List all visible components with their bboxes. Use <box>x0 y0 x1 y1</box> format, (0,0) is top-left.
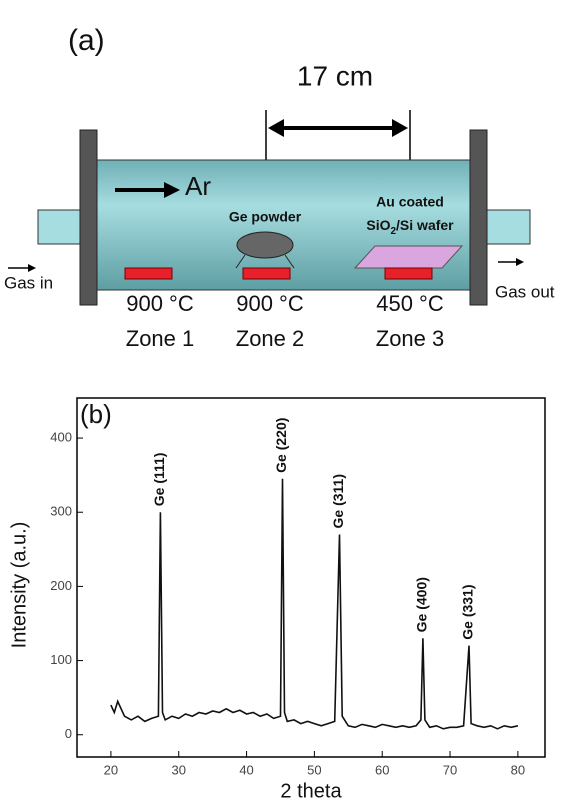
zone-name: Zone 3 <box>376 326 445 351</box>
y-tick-label: 100 <box>50 652 72 667</box>
peak-label: Ge (311) <box>330 474 346 528</box>
zone-name: Zone 1 <box>126 326 195 351</box>
x-tick-label: 60 <box>375 762 389 777</box>
substrate-label: Au coated <box>376 194 444 210</box>
zone-name: Zone 2 <box>236 326 305 351</box>
y-tick-label: 400 <box>50 429 72 444</box>
x-axis-label: 2 theta <box>280 780 342 802</box>
y-tick-label: 0 <box>65 726 72 741</box>
flange <box>79 129 98 306</box>
peak-label: Ge (331) <box>460 584 476 639</box>
x-tick-label: 40 <box>239 762 253 777</box>
inlet-label: Gas in <box>4 273 53 292</box>
gas-label: Ar <box>185 171 211 201</box>
panel-label: (a) <box>68 24 105 57</box>
zone-temperature: 900 °C <box>236 291 304 316</box>
x-tick-label: 80 <box>511 762 525 777</box>
plot-frame <box>76 397 546 758</box>
zone-temperature: 450 °C <box>376 291 444 316</box>
substrate-text: SiO <box>366 217 390 233</box>
pipe <box>37 209 84 245</box>
x-tick-label: 30 <box>172 762 186 777</box>
heater <box>384 267 433 280</box>
x-tick-label: 20 <box>104 762 118 777</box>
distance-label: 17 cm <box>297 60 373 91</box>
substrate-label: SiO2/Si wafer <box>366 217 454 237</box>
substrate-text: /Si wafer <box>396 217 454 233</box>
peak-label: Ge (111) <box>151 453 167 507</box>
y-tick-label: 300 <box>50 504 72 519</box>
x-tick-label: 70 <box>443 762 457 777</box>
outlet-label: Gas out <box>495 282 555 301</box>
boat-edge <box>284 254 295 269</box>
xrd-line <box>110 478 519 730</box>
y-axis-label: Intensity (a.u.) <box>8 522 30 649</box>
flange <box>469 129 488 306</box>
zone-temperature: 900 °C <box>126 291 194 316</box>
pipe <box>484 209 531 245</box>
peak-label: Ge (220) <box>273 418 289 473</box>
xrd-chart: (b) 2 theta Intensity (a.u.) 0 100 200 300 4… <box>8 397 546 802</box>
heater <box>242 267 291 280</box>
x-tick-label: 50 <box>307 762 321 777</box>
source-label: Ge powder <box>229 209 302 225</box>
powder-boat <box>236 231 294 259</box>
arrow-head <box>28 264 36 272</box>
arrow-head <box>164 182 180 198</box>
peak-label: Ge (400) <box>414 577 430 632</box>
subscript: 2 <box>390 226 396 237</box>
arrow-head <box>516 258 524 266</box>
furnace-diagram: (a) 17 cm Ar Ge powder Au coated SiO2/Si… <box>4 24 555 351</box>
boat-edge <box>235 254 246 269</box>
y-tick-label: 200 <box>50 578 72 593</box>
arrow-head <box>392 119 408 137</box>
arrow-head <box>268 119 284 137</box>
heater <box>124 267 173 280</box>
panel-label: (b) <box>80 399 112 429</box>
